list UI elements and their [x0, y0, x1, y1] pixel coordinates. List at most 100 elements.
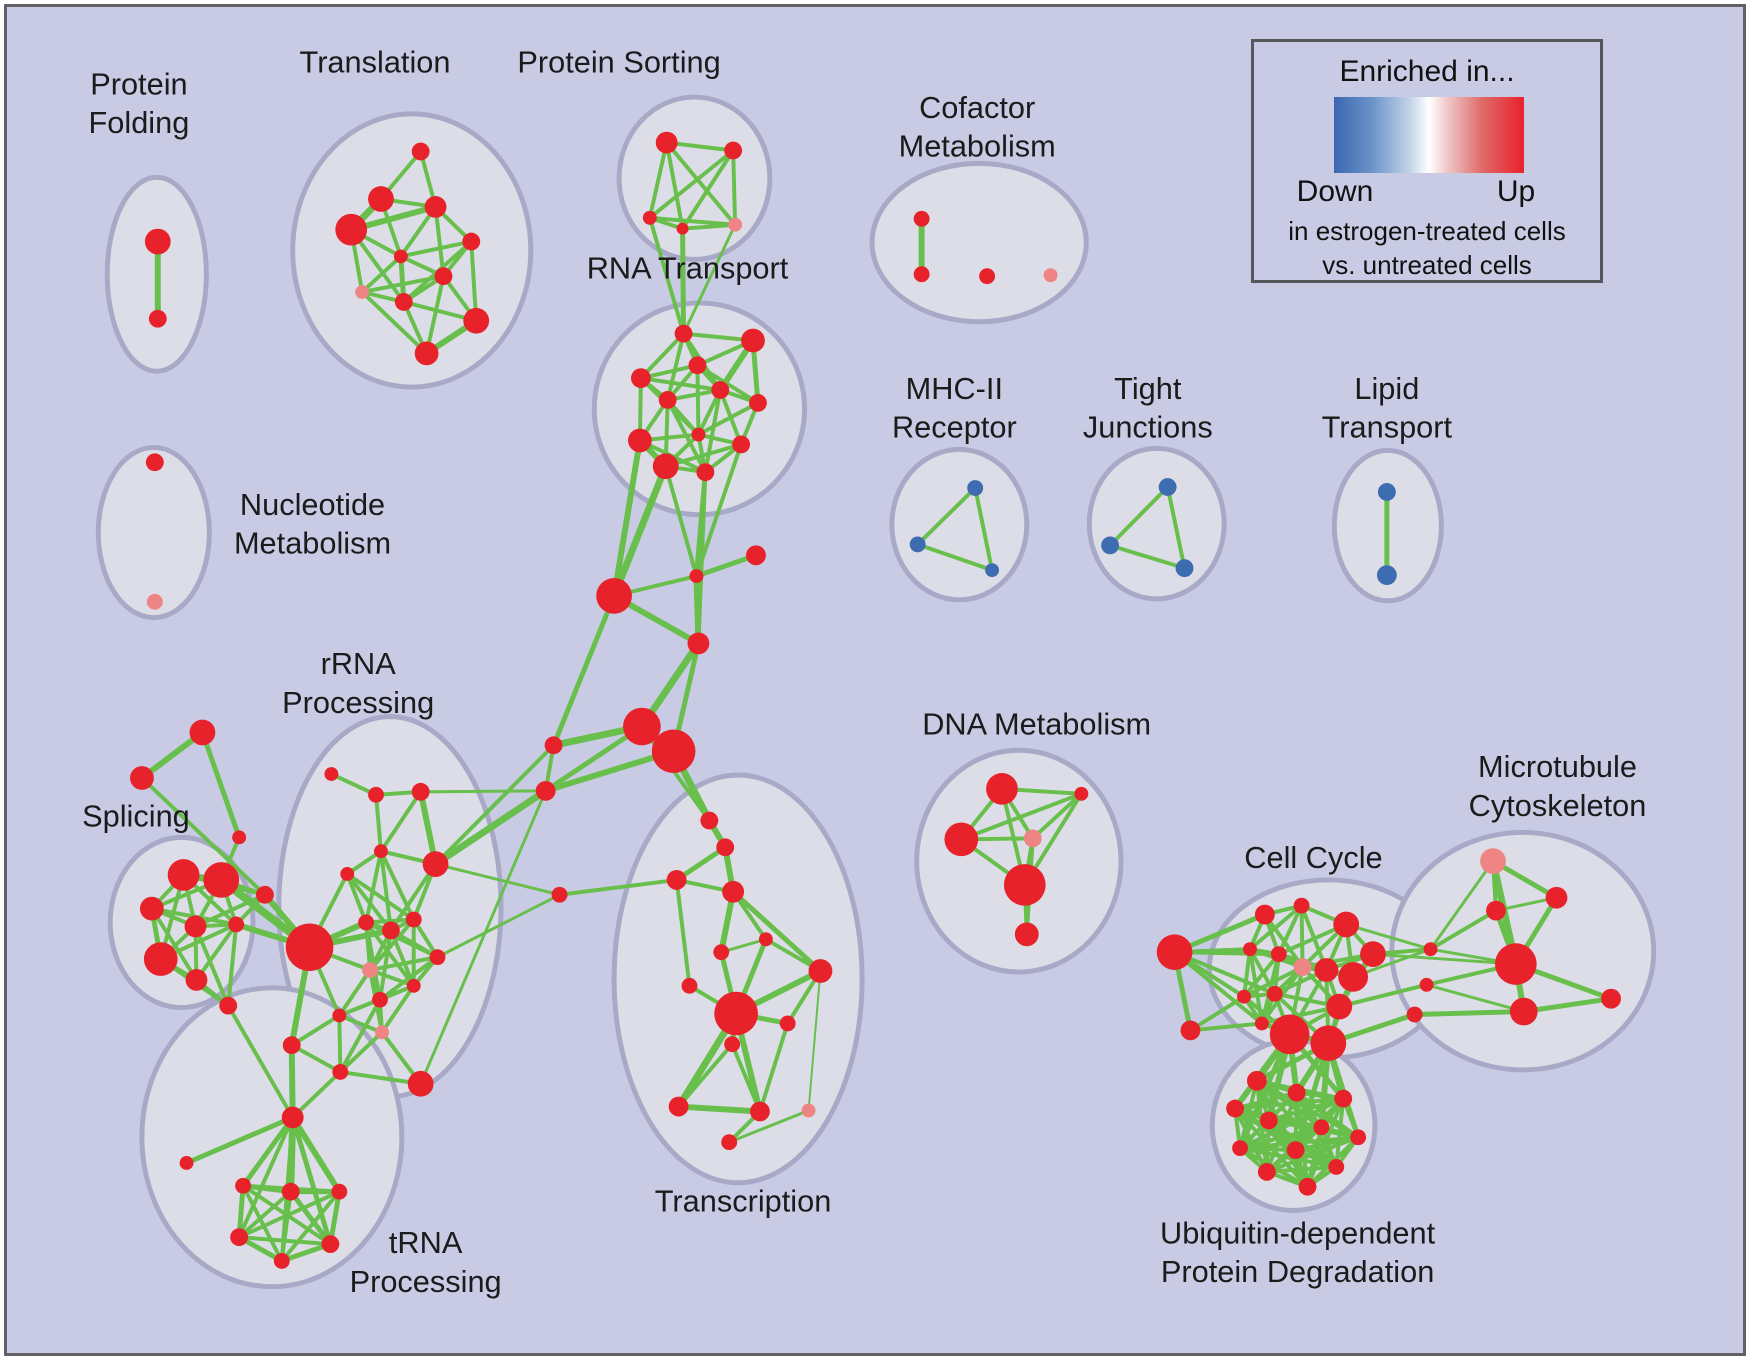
node-conn-0[interactable]	[689, 569, 704, 584]
node-cellcycle-7[interactable]	[1293, 958, 1312, 976]
node-ubiquitin-11[interactable]	[1298, 1177, 1317, 1196]
node-cofactor-2[interactable]	[979, 268, 996, 285]
node-cellcycle-2[interactable]	[1254, 904, 1275, 925]
node-cellcycle-14[interactable]	[1254, 1016, 1269, 1031]
node-transcription-6[interactable]	[724, 1036, 741, 1053]
node-dna-0[interactable]	[986, 773, 1018, 805]
node-splicing-8[interactable]	[255, 885, 274, 904]
node-splicing-0[interactable]	[167, 859, 200, 891]
node-protein_sorting-3[interactable]	[676, 222, 689, 235]
node-transcription-5[interactable]	[779, 1015, 796, 1032]
node-conn-8[interactable]	[700, 811, 719, 830]
node-translation-0[interactable]	[411, 142, 430, 161]
node-rrna-6[interactable]	[358, 914, 375, 931]
node-rrna-17[interactable]	[332, 1064, 349, 1080]
node-rrna-16[interactable]	[282, 1036, 301, 1055]
node-ubiquitin-6[interactable]	[1350, 1129, 1367, 1146]
node-cofactor-1[interactable]	[913, 266, 930, 283]
node-conn-1[interactable]	[746, 545, 766, 566]
node-splicing-7[interactable]	[219, 996, 238, 1015]
node-microtubule-1[interactable]	[1545, 886, 1568, 909]
node-cellcycle-9[interactable]	[1338, 962, 1369, 992]
node-splicing-2[interactable]	[139, 896, 164, 921]
node-cofactor-3[interactable]	[1043, 268, 1058, 283]
node-ubiquitin-3[interactable]	[1226, 1099, 1245, 1118]
node-trna-7[interactable]	[273, 1253, 290, 1269]
node-cellcycle-16[interactable]	[1310, 1025, 1347, 1062]
node-rrna-2[interactable]	[411, 782, 430, 801]
node-cellcycle-10[interactable]	[1360, 941, 1386, 968]
node-microtubule-0[interactable]	[1480, 848, 1506, 874]
node-conn-2[interactable]	[596, 578, 632, 614]
node-dna-4[interactable]	[1003, 864, 1046, 906]
node-transcription-1[interactable]	[758, 932, 773, 947]
node-rna_transport-2[interactable]	[688, 356, 707, 375]
node-translation-1[interactable]	[368, 186, 394, 212]
node-trna-2[interactable]	[235, 1177, 252, 1194]
node-rna_transport-0[interactable]	[674, 324, 693, 343]
node-trna-5[interactable]	[230, 1228, 249, 1247]
node-rna_transport-10[interactable]	[652, 453, 679, 480]
node-lipid-0[interactable]	[1377, 483, 1396, 501]
node-splicing-6[interactable]	[185, 968, 208, 991]
node-trna-3[interactable]	[281, 1182, 300, 1201]
node-conn-11[interactable]	[722, 880, 745, 903]
node-ubiquitin-5[interactable]	[1313, 1119, 1330, 1136]
node-rrna-11[interactable]	[429, 949, 446, 966]
node-translation-7[interactable]	[355, 285, 370, 299]
node-rrna-7[interactable]	[381, 921, 400, 940]
node-translation-6[interactable]	[434, 267, 453, 286]
node-conn-10[interactable]	[666, 870, 687, 890]
node-translation-4[interactable]	[462, 232, 481, 251]
node-transcription-8[interactable]	[750, 1101, 770, 1122]
node-protein_sorting-1[interactable]	[724, 141, 743, 160]
node-rna_transport-6[interactable]	[749, 393, 767, 412]
node-ubiquitin-7[interactable]	[1232, 1140, 1248, 1157]
node-protein_sorting-4[interactable]	[728, 217, 743, 232]
node-translation-8[interactable]	[394, 293, 413, 311]
node-cellcycle-13[interactable]	[1326, 993, 1353, 1020]
node-rna_transport-4[interactable]	[711, 381, 730, 399]
node-conn-4[interactable]	[623, 707, 661, 746]
node-ubiquitin-0[interactable]	[1247, 1070, 1267, 1091]
node-rrna-5[interactable]	[340, 867, 355, 881]
node-protein_sorting-0[interactable]	[655, 131, 678, 154]
node-cellcycle-11[interactable]	[1237, 989, 1251, 1004]
node-splicing-4[interactable]	[228, 916, 245, 933]
node-nucleotide-1[interactable]	[146, 593, 163, 610]
node-dna-1[interactable]	[1074, 786, 1089, 801]
node-rna_transport-11[interactable]	[696, 463, 715, 482]
node-rrna-13[interactable]	[372, 991, 388, 1008]
node-tri-0[interactable]	[189, 719, 216, 746]
node-protein_folding-0[interactable]	[144, 228, 171, 255]
node-tight-1[interactable]	[1101, 536, 1120, 555]
node-protein_folding-1[interactable]	[148, 309, 167, 328]
node-translation-2[interactable]	[424, 196, 447, 218]
node-microtubule-3[interactable]	[1495, 943, 1537, 985]
node-trna-6[interactable]	[321, 1235, 340, 1254]
node-transcription-10[interactable]	[721, 1134, 738, 1151]
node-protein_sorting-2[interactable]	[642, 210, 657, 225]
node-transcription-3[interactable]	[681, 977, 698, 994]
node-cellcycle-0[interactable]	[1156, 934, 1193, 970]
node-nucleotide-0[interactable]	[145, 453, 164, 472]
node-rrna-3[interactable]	[374, 844, 388, 859]
node-microtubule-6[interactable]	[1423, 942, 1438, 957]
node-mhc2-1[interactable]	[909, 536, 926, 553]
node-microtubule-4[interactable]	[1509, 997, 1538, 1026]
node-cellcycle-15[interactable]	[1269, 1014, 1310, 1055]
node-rrna-10[interactable]	[362, 962, 379, 978]
node-cellcycle-3[interactable]	[1293, 897, 1310, 914]
node-translation-3[interactable]	[335, 213, 368, 246]
node-cellcycle-12[interactable]	[1266, 985, 1283, 1002]
node-rrna-14[interactable]	[375, 1025, 389, 1040]
node-rrna-1[interactable]	[368, 786, 384, 803]
node-ubiquitin-8[interactable]	[1286, 1141, 1305, 1160]
node-rrna-15[interactable]	[332, 1008, 347, 1023]
node-rrna-0[interactable]	[324, 767, 339, 781]
node-microtubule-2[interactable]	[1486, 900, 1506, 921]
node-splicing-5[interactable]	[143, 942, 178, 976]
node-ubiquitin-1[interactable]	[1287, 1083, 1306, 1102]
node-transcription-4[interactable]	[714, 991, 758, 1036]
node-trna-1[interactable]	[179, 1156, 194, 1170]
